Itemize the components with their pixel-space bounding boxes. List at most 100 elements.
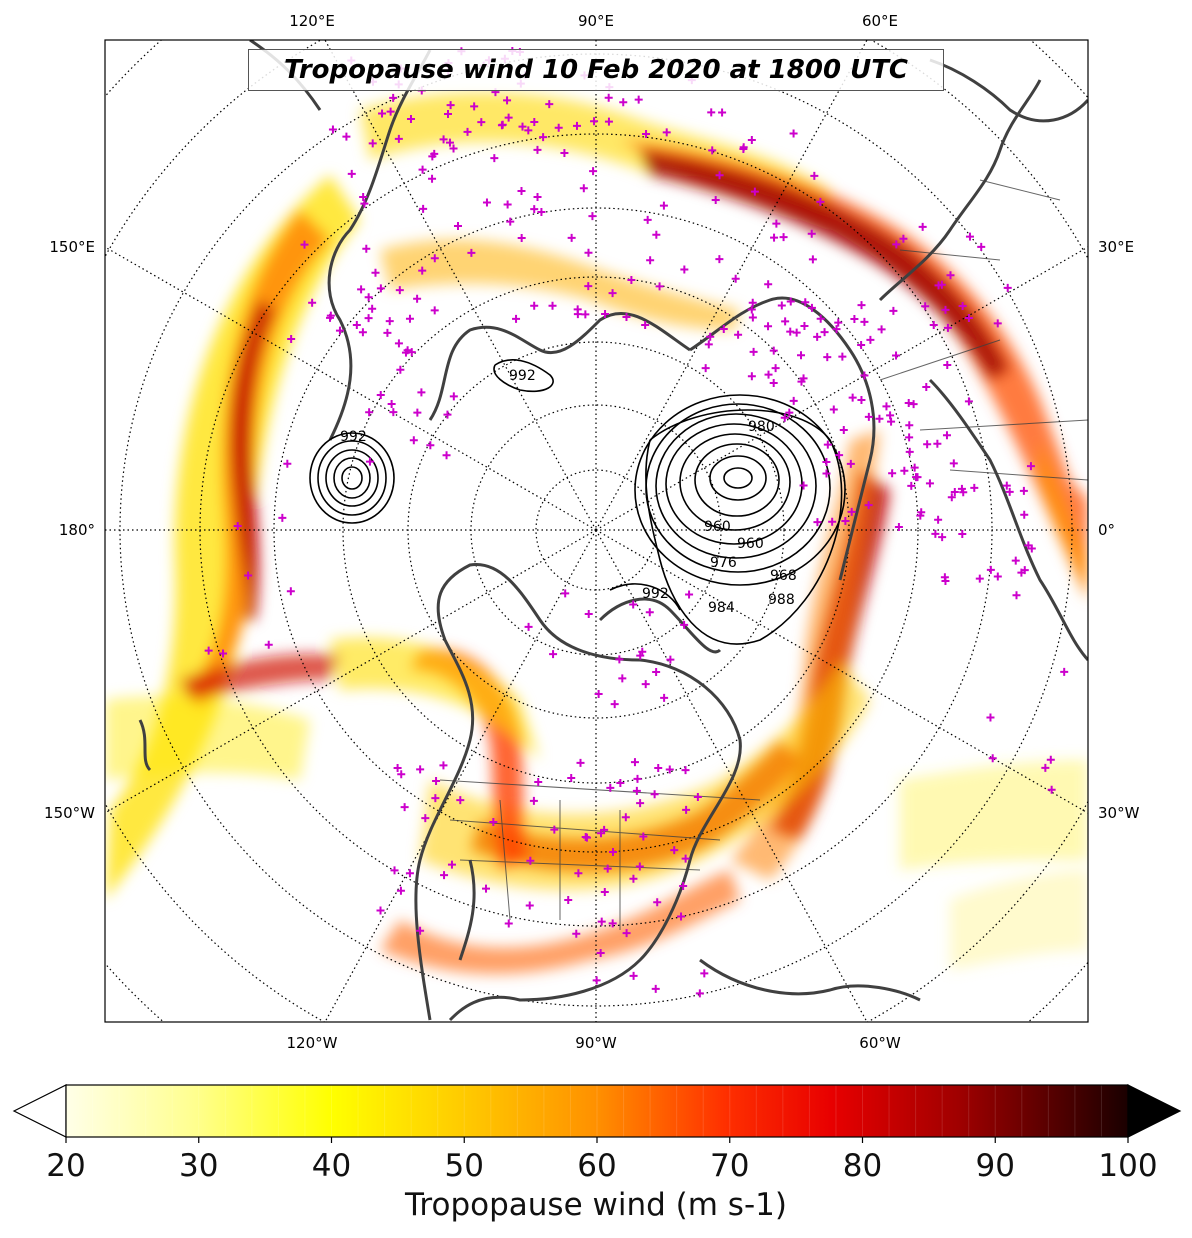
colorbar-steps xyxy=(92,1085,1102,1137)
lon-label-top: 90°E xyxy=(577,12,615,30)
station-marker xyxy=(958,302,967,311)
colorbar-tick-label: 70 xyxy=(710,1148,750,1184)
station-marker xyxy=(808,255,817,264)
wind-field xyxy=(105,91,1088,974)
lon-label-top: 60°E xyxy=(861,12,899,30)
station-marker xyxy=(860,371,869,380)
station-marker xyxy=(629,971,638,980)
station-marker xyxy=(882,402,891,411)
station-marker xyxy=(715,171,724,180)
station-marker xyxy=(764,322,773,331)
station-marker xyxy=(604,93,613,102)
station-marker xyxy=(810,171,819,180)
station-marker xyxy=(1011,556,1020,565)
station-marker xyxy=(426,441,435,450)
station-marker xyxy=(244,571,253,580)
station-marker xyxy=(816,314,825,323)
station-marker xyxy=(807,229,816,238)
station-marker xyxy=(395,286,404,295)
station-marker xyxy=(592,976,601,985)
station-marker xyxy=(621,813,630,822)
colorbar-tick-label: 20 xyxy=(46,1148,86,1184)
station-marker xyxy=(1060,667,1069,676)
station-marker xyxy=(600,888,609,897)
station-marker xyxy=(715,255,724,264)
station-marker xyxy=(630,758,639,767)
station-marker xyxy=(641,320,650,329)
station-marker xyxy=(645,608,654,617)
station-marker xyxy=(911,473,920,482)
station-marker xyxy=(467,248,476,257)
station-marker xyxy=(1047,785,1056,794)
contour-label: 980 xyxy=(748,419,775,435)
station-marker xyxy=(512,314,521,323)
station-marker xyxy=(600,825,609,834)
contour-label: 992 xyxy=(509,368,536,384)
station-marker xyxy=(574,869,583,878)
station-marker xyxy=(739,145,748,154)
station-marker xyxy=(567,774,576,783)
station-marker xyxy=(777,301,786,310)
station-marker xyxy=(929,320,938,329)
station-marker xyxy=(360,199,369,208)
contour-label: 992 xyxy=(340,429,367,445)
station-marker xyxy=(390,866,399,875)
station-marker xyxy=(442,451,451,460)
station-marker xyxy=(651,984,660,993)
station-marker xyxy=(829,405,838,414)
station-marker xyxy=(482,884,491,893)
station-marker xyxy=(447,860,456,869)
station-marker xyxy=(662,128,671,137)
station-marker xyxy=(789,396,798,405)
lon-label-right: 0° xyxy=(1098,521,1116,539)
station-marker xyxy=(597,917,606,926)
station-marker xyxy=(769,379,778,388)
station-marker xyxy=(747,136,756,145)
station-marker xyxy=(432,777,441,786)
station-marker xyxy=(846,459,855,468)
station-marker xyxy=(764,370,773,379)
station-marker xyxy=(418,266,427,275)
station-marker xyxy=(584,609,593,618)
station-marker xyxy=(860,317,869,326)
station-marker xyxy=(941,577,950,586)
colorbar-tick-label: 50 xyxy=(444,1148,484,1184)
station-marker xyxy=(769,346,778,355)
station-marker xyxy=(822,457,831,466)
station-marker xyxy=(347,169,356,178)
station-marker xyxy=(413,294,422,303)
colorbar-tick-label: 90 xyxy=(975,1148,1015,1184)
station-marker xyxy=(396,365,405,374)
station-marker xyxy=(389,408,398,417)
station-marker xyxy=(925,479,934,488)
station-marker xyxy=(619,98,628,107)
station-marker xyxy=(376,284,385,293)
station-marker xyxy=(283,459,292,468)
station-marker xyxy=(801,298,810,307)
station-marker xyxy=(638,647,647,656)
station-marker xyxy=(286,587,295,596)
station-marker xyxy=(1002,481,1011,490)
station-marker xyxy=(588,212,597,221)
station-marker xyxy=(1024,541,1033,550)
station-marker xyxy=(857,395,866,404)
station-marker xyxy=(707,108,716,117)
station-marker xyxy=(264,640,273,649)
station-marker xyxy=(680,265,689,274)
station-marker xyxy=(503,96,512,105)
station-marker xyxy=(396,886,405,895)
station-marker xyxy=(431,794,440,803)
station-marker xyxy=(581,310,590,319)
coastlines xyxy=(138,40,1088,1022)
station-marker xyxy=(506,217,515,226)
station-marker xyxy=(405,869,414,878)
station-marker xyxy=(615,655,624,664)
station-marker xyxy=(866,335,875,344)
station-marker xyxy=(539,133,548,142)
station-marker xyxy=(443,410,452,419)
station-marker xyxy=(877,325,886,334)
station-marker xyxy=(799,374,808,383)
station-marker xyxy=(655,282,664,291)
station-marker xyxy=(572,121,581,130)
